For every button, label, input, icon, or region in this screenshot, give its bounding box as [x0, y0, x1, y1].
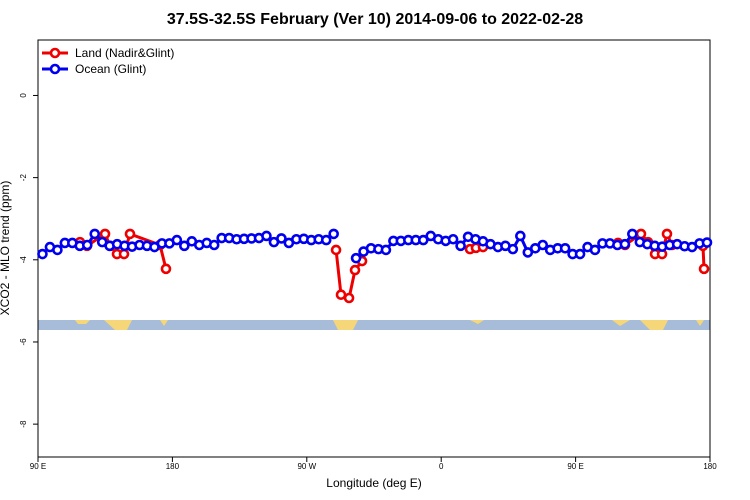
point: [208, 239, 220, 251]
point: [343, 292, 355, 304]
point: [417, 234, 429, 246]
continent-strip: [38, 320, 710, 330]
point: [661, 228, 673, 240]
point: [160, 263, 172, 275]
x-tick-label: 90 W: [297, 462, 316, 471]
point: [81, 239, 93, 251]
x-tick-label: 180: [166, 462, 180, 471]
point: [627, 228, 638, 240]
point: [515, 230, 526, 242]
point: [574, 248, 586, 260]
point: [52, 244, 63, 256]
point: [698, 263, 710, 275]
legend-label: Land (Nadir&Glint): [75, 46, 174, 60]
y-tick-label: -6: [19, 338, 28, 346]
point: [455, 240, 466, 252]
point: [380, 244, 392, 256]
y-axis-label: XCO2 - MLO trend (ppm): [0, 181, 12, 316]
point: [37, 248, 48, 260]
x-tick-label: 90 E: [30, 462, 46, 471]
y-tick-label: -4: [19, 256, 28, 264]
point: [619, 238, 631, 250]
point: [276, 233, 287, 244]
x-tick-label: 180: [703, 462, 717, 471]
legend-label: Ocean (Glint): [75, 62, 146, 76]
chart-title: 37.5S-32.5S February (Ver 10) 2014-09-06…: [167, 11, 583, 28]
point: [179, 240, 190, 252]
point: [350, 252, 362, 264]
point: [589, 244, 601, 256]
x-axis-label: Longitude (deg E): [326, 476, 421, 490]
x-tick-label: 90 E: [567, 462, 583, 471]
point: [261, 230, 272, 242]
y-tick-label: -2: [19, 174, 28, 182]
point: [559, 242, 571, 254]
point: [522, 247, 534, 258]
y-tick-label: 0: [19, 93, 28, 98]
point: [635, 228, 647, 240]
point: [320, 234, 332, 246]
point: [124, 228, 136, 240]
point: [99, 228, 111, 240]
point: [328, 228, 339, 240]
point: [330, 244, 342, 256]
point: [171, 234, 183, 246]
legend-marker: [49, 47, 61, 59]
point: [537, 239, 549, 251]
point: [118, 248, 130, 260]
x-tick-label: 0: [439, 462, 444, 471]
point: [507, 243, 519, 255]
point: [447, 233, 459, 245]
y-tick-label: -8: [19, 420, 28, 428]
point: [349, 264, 361, 276]
plot-frame: [37, 39, 711, 458]
point: [89, 228, 101, 240]
legend-marker: [49, 63, 61, 75]
point: [701, 237, 713, 248]
